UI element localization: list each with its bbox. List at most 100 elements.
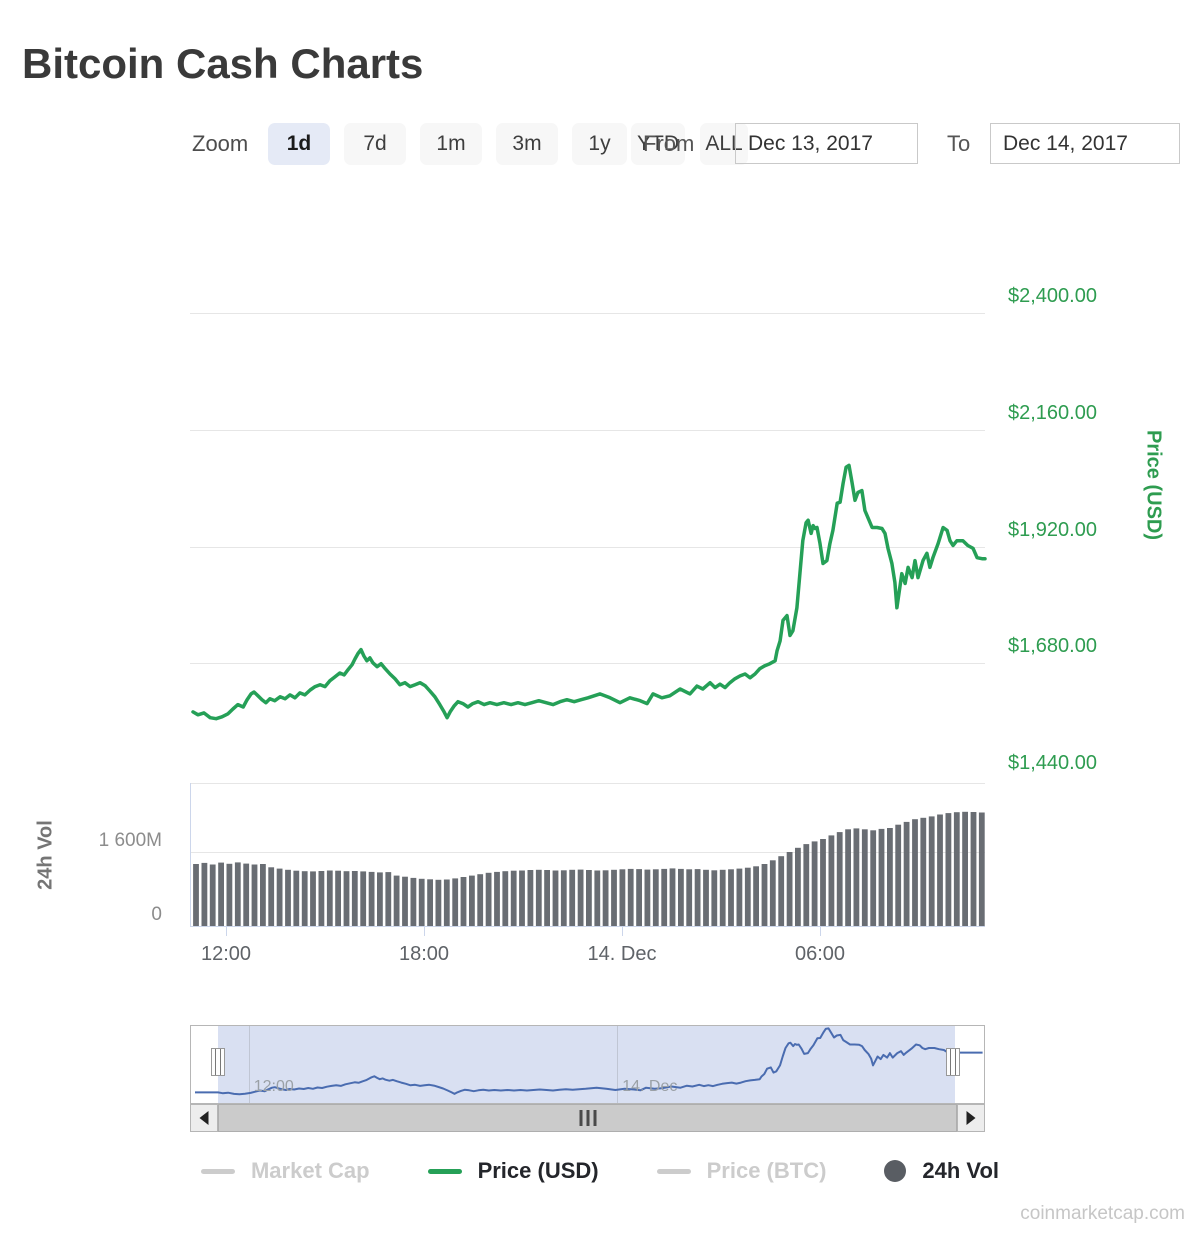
- scrollbar-right-button[interactable]: [957, 1104, 985, 1132]
- arrow-left-icon: [199, 1111, 209, 1125]
- volume-bar: [310, 871, 316, 926]
- volume-bar: [870, 830, 877, 926]
- range-button-3m[interactable]: 3m: [496, 123, 558, 165]
- volume-bar: [878, 828, 885, 926]
- volume-bar: [928, 816, 935, 926]
- volume-bar: [326, 870, 333, 926]
- volume-bar: [678, 868, 684, 926]
- volume-bar: [602, 870, 609, 926]
- volume-bar: [761, 864, 768, 926]
- price-axis-label: $1,440.00: [1008, 752, 1097, 774]
- watermark: coinmarketcap.com: [1020, 1203, 1185, 1224]
- volume-bar: [385, 872, 392, 926]
- volume-bar: [360, 871, 367, 926]
- 24h-vol-swatch-icon: [884, 1160, 907, 1182]
- navigator-line: [195, 1027, 983, 1096]
- range-button-ytd[interactable]: YTD: [631, 123, 685, 165]
- volume-bar: [260, 864, 266, 926]
- volume-bar: [711, 870, 718, 926]
- volume-bar: [402, 876, 408, 926]
- volume-bar: [953, 812, 960, 926]
- volume-bar: [728, 869, 734, 926]
- legend-label: Price (USD): [477, 1158, 599, 1183]
- volume-bar: [970, 812, 977, 926]
- price-btc-swatch-icon: [656, 1168, 691, 1174]
- range-button-1m[interactable]: 1m: [420, 123, 482, 165]
- volume-bar: [962, 811, 968, 926]
- legend: Market Cap Price (USD) Price (BTC) 24h V…: [0, 1158, 1200, 1184]
- volume-bar: [611, 869, 617, 926]
- price-axis-label: $1,680.00: [1008, 635, 1097, 658]
- volume-bar: [795, 847, 801, 926]
- volume-bar: [502, 871, 509, 926]
- volume-bar: [719, 869, 726, 926]
- navigator-selection-mask[interactable]: [218, 1026, 955, 1103]
- volume-bar: [343, 871, 350, 926]
- legend-item-price-btc[interactable]: Price (BTC): [656, 1158, 826, 1184]
- volume-bar: [268, 867, 275, 926]
- volume-bar: [335, 870, 341, 926]
- price-axis-title: Price (USD): [1142, 429, 1165, 541]
- volume-bar: [920, 817, 927, 926]
- price-axis-label: $1,920.00: [1008, 518, 1097, 541]
- volume-bar: [276, 868, 283, 926]
- x-axis-label: 12:00: [200, 943, 252, 965]
- volume-bar: [661, 868, 668, 926]
- nav-axis-label: 14. Dec: [622, 1078, 678, 1095]
- price-usd-swatch-icon: [427, 1168, 462, 1174]
- x-axis-label: 18:00: [398, 943, 450, 965]
- volume-bar: [209, 864, 216, 926]
- navigator-right-handle[interactable]: [946, 1048, 960, 1076]
- vol-axis-label: 0: [151, 904, 162, 925]
- volume-bar: [895, 824, 902, 926]
- x-axis-label: 06:00: [794, 943, 846, 965]
- volume-bar: [853, 828, 860, 926]
- volume-bar: [861, 829, 868, 926]
- from-date-input[interactable]: [735, 123, 918, 164]
- legend-item-24h-vol[interactable]: 24h Vol: [884, 1158, 999, 1184]
- volume-bar: [368, 871, 375, 926]
- volume-bar: [452, 878, 459, 926]
- volume-bar: [443, 879, 450, 926]
- volume-bar: [535, 869, 542, 926]
- volume-bar: [477, 874, 484, 926]
- volume-bar: [744, 867, 751, 926]
- volume-bar: [669, 868, 676, 926]
- volume-bar: [753, 866, 759, 926]
- volume-bar: [978, 812, 985, 926]
- volume-bar: [251, 864, 258, 926]
- scrollbar-left-button[interactable]: [190, 1104, 218, 1132]
- volume-bar: [234, 862, 241, 926]
- to-label: To: [947, 131, 971, 156]
- navigator-left-handle[interactable]: [211, 1048, 225, 1076]
- volume-bar: [318, 871, 325, 926]
- volume-bar: [418, 878, 425, 926]
- legend-item-price-usd[interactable]: Price (USD): [427, 1158, 599, 1184]
- volume-bar: [460, 877, 467, 926]
- to-date-input[interactable]: [990, 123, 1180, 164]
- range-button-7d[interactable]: 7d: [344, 123, 406, 165]
- scrollbar-thumb[interactable]: [218, 1104, 957, 1132]
- volume-bar: [594, 870, 601, 926]
- volume-bar: [577, 869, 584, 926]
- volume-bar: [544, 870, 550, 926]
- volume-bar: [293, 870, 300, 926]
- range-button-1y[interactable]: 1y: [572, 123, 627, 165]
- volume-bar: [912, 819, 918, 926]
- volume-bar: [694, 869, 701, 926]
- volume-bar: [937, 814, 943, 926]
- range-button-1d[interactable]: 1d: [268, 123, 330, 165]
- volume-bar: [811, 841, 818, 926]
- volume-bar: [644, 869, 651, 926]
- legend-item-market-cap[interactable]: Market Cap: [200, 1158, 370, 1184]
- volume-bar: [786, 852, 793, 926]
- volume-bar: [243, 863, 250, 926]
- volume-bar: [627, 868, 634, 926]
- volume-bar: [703, 869, 709, 926]
- volume-bar: [652, 869, 659, 926]
- volume-bar: [510, 870, 517, 926]
- volume-bar: [845, 829, 851, 926]
- volume-bar: [285, 869, 291, 926]
